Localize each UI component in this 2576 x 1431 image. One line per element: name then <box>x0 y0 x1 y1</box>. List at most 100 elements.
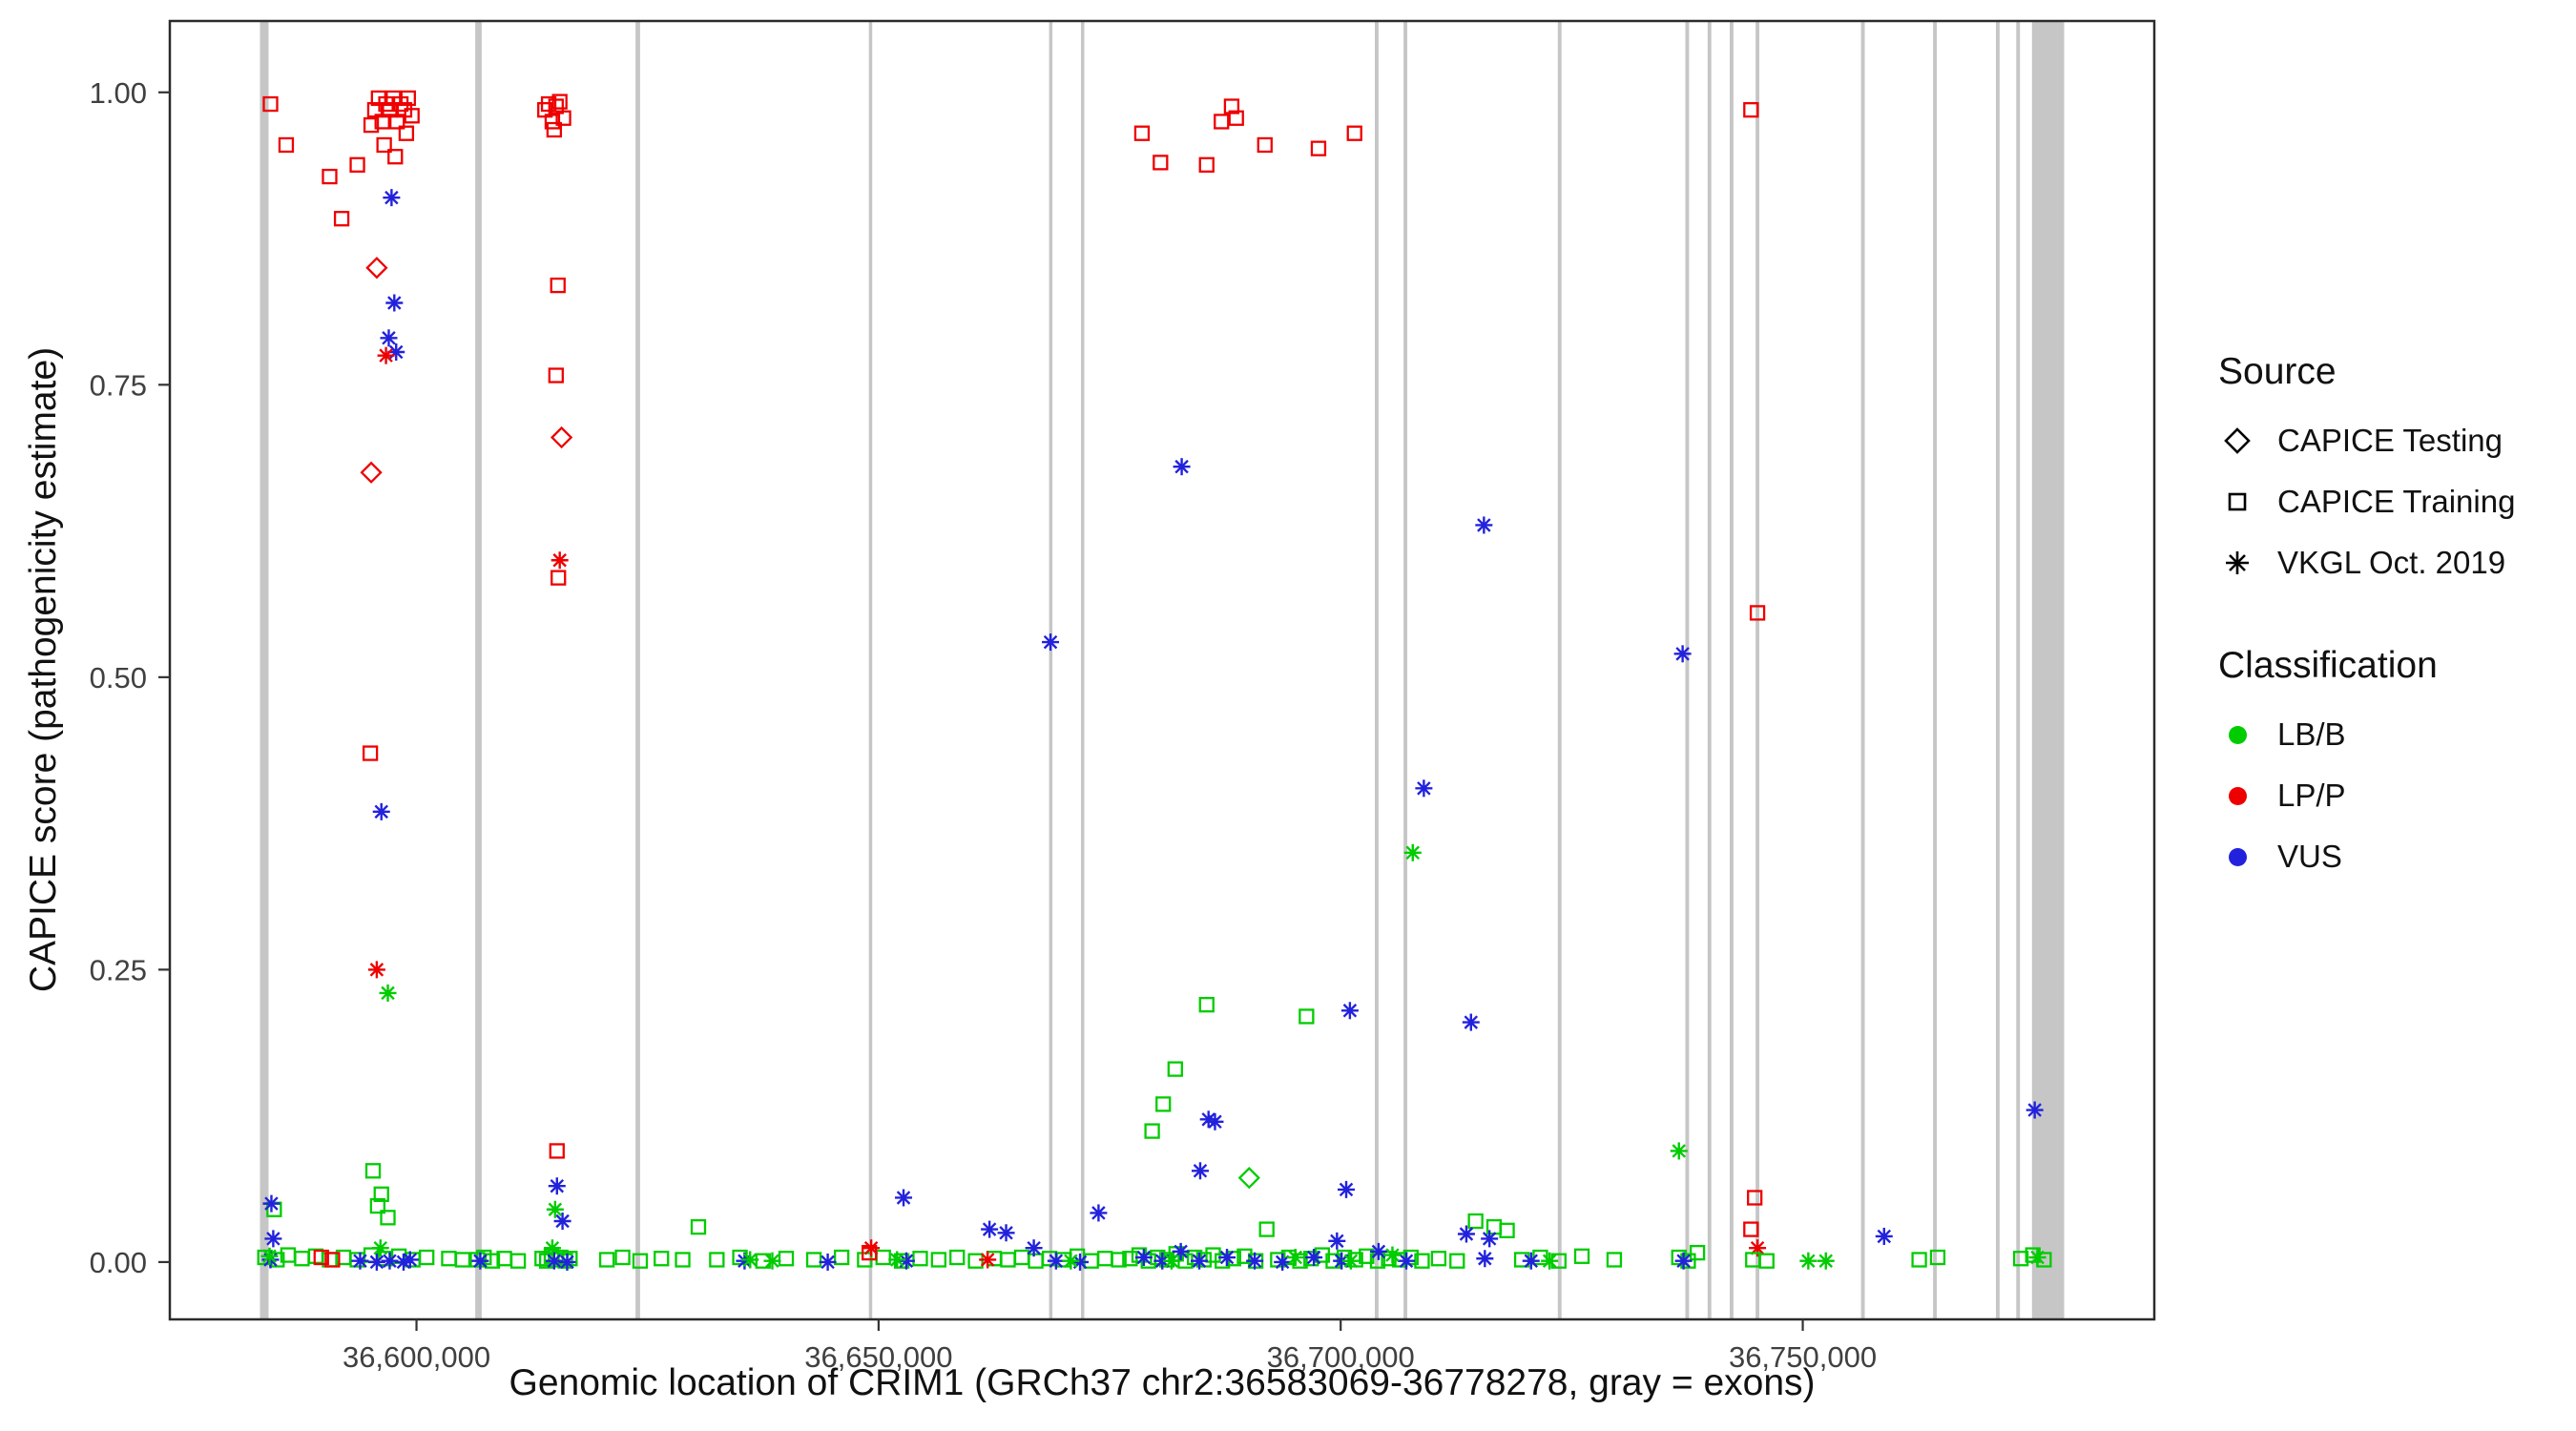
data-point <box>1481 1230 1499 1248</box>
data-point <box>1911 1252 1927 1268</box>
data-point <box>949 1249 966 1266</box>
data-point <box>2028 1249 2046 1267</box>
data-point <box>1341 1252 1360 1270</box>
data-point <box>895 1189 913 1207</box>
data-point <box>1000 1252 1016 1268</box>
y-tick-label: 0.00 <box>90 1246 147 1279</box>
data-point <box>369 1197 386 1214</box>
exon-band <box>1557 21 1562 1319</box>
data-point <box>1172 1242 1190 1260</box>
data-point <box>1749 605 1766 621</box>
data-point <box>262 95 279 113</box>
exon-band <box>1403 21 1407 1319</box>
data-point <box>1028 1253 1044 1269</box>
data-point <box>373 1186 389 1202</box>
data-point <box>555 110 571 126</box>
data-point <box>543 1239 561 1257</box>
data-point <box>1246 1252 1264 1270</box>
legend-source-title: Source <box>2218 351 2337 392</box>
data-point <box>1397 1252 1415 1270</box>
data-point <box>548 367 564 384</box>
x-tick-label: 36,650,000 <box>804 1340 952 1374</box>
asterisk-icon <box>2218 544 2256 582</box>
data-point <box>979 1251 997 1269</box>
data-point <box>1191 1162 1209 1180</box>
data-point <box>1457 1225 1475 1243</box>
data-point <box>1875 1227 1893 1245</box>
data-point <box>549 1143 565 1159</box>
data-point <box>1134 1249 1153 1267</box>
exon-band <box>1755 21 1759 1319</box>
data-point <box>262 1194 280 1213</box>
data-point <box>1218 1249 1236 1267</box>
data-point <box>454 1252 471 1268</box>
data-point <box>1013 1249 1030 1266</box>
data-point <box>862 1239 881 1257</box>
data-point <box>1689 1244 1706 1261</box>
data-point <box>1758 1253 1775 1269</box>
data-point <box>544 114 561 130</box>
exon-band <box>1860 21 1865 1319</box>
data-point <box>1025 1239 1043 1257</box>
data-point <box>1214 114 1230 130</box>
data-point <box>1340 1002 1359 1020</box>
y-axis-title: CAPICE score (pathogenicity estimate) <box>23 346 64 993</box>
data-point <box>360 461 383 484</box>
data-point <box>387 149 404 165</box>
data-point <box>1155 1096 1172 1112</box>
data-point <box>805 1252 822 1268</box>
data-point <box>546 121 563 138</box>
data-point <box>2025 1101 2044 1119</box>
data-point <box>551 93 568 110</box>
data-point <box>1674 1252 1693 1270</box>
legend-classification-title: Classification <box>2218 645 2438 686</box>
data-point <box>1573 1248 1590 1264</box>
open-square-icon <box>2218 483 2256 521</box>
data-point <box>1153 155 1169 171</box>
data-point <box>371 1239 389 1257</box>
data-point <box>981 1220 999 1238</box>
data-point <box>551 551 569 570</box>
data-point <box>763 1252 781 1270</box>
data-point <box>380 1210 396 1226</box>
data-point <box>404 108 420 124</box>
data-point <box>997 1224 1015 1242</box>
data-point <box>471 1252 489 1270</box>
data-point <box>1499 1222 1515 1238</box>
data-point <box>401 1251 419 1269</box>
data-point <box>1522 1252 1540 1270</box>
legend-label-lbb: LB/B <box>2277 716 2346 752</box>
data-point <box>675 1252 691 1268</box>
legend-item-vus: VUS <box>2218 838 2515 876</box>
data-point <box>1198 997 1215 1013</box>
data-point <box>383 189 401 207</box>
exon-band <box>260 21 269 1319</box>
data-point <box>363 116 380 134</box>
data-point <box>551 570 567 586</box>
data-point <box>322 168 338 185</box>
data-point <box>2012 1251 2029 1267</box>
data-point <box>1475 516 1493 534</box>
legend-item-capice-training: CAPICE Training <box>2218 483 2515 521</box>
data-point <box>1173 458 1191 476</box>
data-point <box>778 1251 795 1267</box>
data-point <box>1817 1252 1835 1270</box>
lbb-color-dot <box>2218 716 2256 754</box>
data-point <box>376 136 392 154</box>
data-point <box>1237 1167 1260 1190</box>
data-point <box>1097 1251 1113 1267</box>
data-point <box>1462 1013 1480 1031</box>
legend-item-lpp: LP/P <box>2218 777 2515 815</box>
data-point <box>313 1249 329 1266</box>
data-point <box>419 1249 435 1266</box>
data-point <box>1305 1249 1323 1267</box>
data-point <box>1198 156 1215 173</box>
exon-band <box>1375 21 1379 1319</box>
data-point <box>558 1253 576 1271</box>
data-point <box>400 90 416 107</box>
data-point <box>632 1253 649 1269</box>
data-point <box>351 1252 369 1270</box>
legend-label-vkgl: VKGL Oct. 2019 <box>2277 545 2506 580</box>
exon-band <box>1685 21 1690 1319</box>
data-point <box>1541 1252 1559 1270</box>
